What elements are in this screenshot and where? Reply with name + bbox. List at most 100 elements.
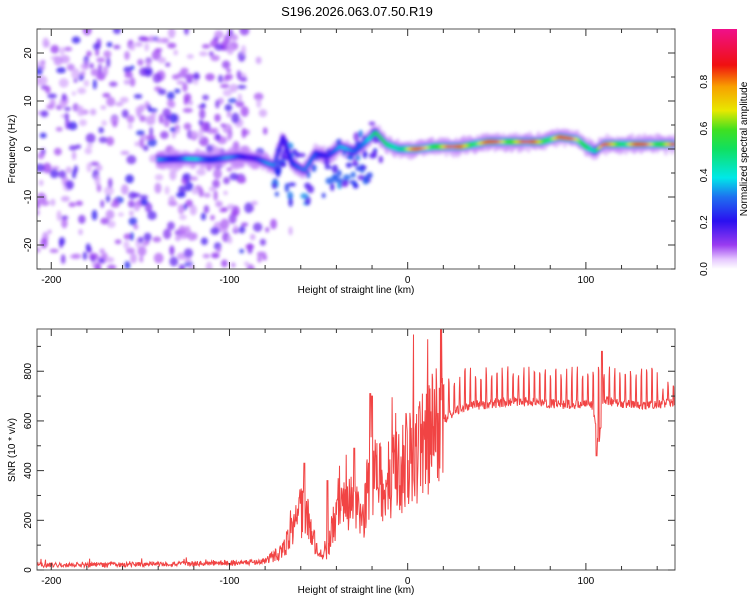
spectrogram-noise-blob xyxy=(37,163,45,173)
spectrogram-ridge-core xyxy=(277,148,281,152)
spectrogram-noise-blob xyxy=(119,96,129,104)
spectrogram-burst xyxy=(345,162,352,168)
spectrogram-noise-blob xyxy=(236,84,247,90)
spectrogram-ridge-core xyxy=(278,144,282,148)
spectrogram-noise-blob xyxy=(106,41,113,48)
spectrogram-noise-blob xyxy=(169,256,179,267)
spectrogram-burst xyxy=(368,121,376,126)
spectrogram-noise-blob xyxy=(101,120,107,127)
spectrogram-noise-blob xyxy=(64,106,71,111)
x-tick-label: -200 xyxy=(41,275,61,286)
spectrogram-noise-blob xyxy=(130,65,135,70)
spectrogram-ridge-core xyxy=(281,136,285,140)
spectrogram-noise-blob xyxy=(229,83,238,93)
spectrogram-noise-blob xyxy=(184,256,192,264)
spectrogram-noise-blob xyxy=(230,262,236,268)
spectrogram-noise-blob xyxy=(82,251,88,261)
spectrogram-noise-blob xyxy=(100,217,110,225)
spectrogram-noise-blob xyxy=(177,204,185,215)
spectrogram-noise-blob xyxy=(171,74,181,80)
spectrogram-noise-blob xyxy=(174,88,181,94)
spectrogram-noise-blob xyxy=(138,138,145,149)
spectrogram-noise-blob xyxy=(65,180,74,190)
spectrogram-noise-blob xyxy=(124,260,131,269)
spectrogram-burst xyxy=(284,182,290,193)
spectrogram-noise-blob xyxy=(221,259,228,268)
spectrogram-noise-blob xyxy=(174,235,181,242)
spectrogram-noise-blob xyxy=(114,239,122,245)
spectrogram-noise-blob xyxy=(44,85,51,94)
spectrogram-noise-blob xyxy=(128,210,134,217)
spectrogram-noise-blob xyxy=(191,130,197,138)
spectrogram-noise-blob xyxy=(193,72,200,80)
spectrogram-noise-blob xyxy=(167,29,176,39)
spectrogram-burst xyxy=(353,132,360,142)
spectrogram-noise-blob xyxy=(256,98,262,108)
spectrogram-noise-blob xyxy=(49,168,59,179)
spectrogram-noise-blob xyxy=(181,178,187,184)
spectrogram-noise-blob xyxy=(120,184,129,195)
spectrogram-noise-blob xyxy=(40,110,49,118)
spectrogram-noise-blob xyxy=(148,35,155,43)
spectrogram-noise-blob xyxy=(165,62,171,67)
spectrogram-noise-blob xyxy=(106,220,116,228)
spectrogram-burst xyxy=(340,182,349,188)
spectrogram-noise-blob xyxy=(210,214,215,221)
spectrogram-noise-blob xyxy=(75,200,83,206)
x-tick-label: 0 xyxy=(405,576,411,587)
spectrogram-noise-blob xyxy=(98,136,108,144)
spectrogram-noise-blob xyxy=(215,200,223,208)
spectrogram-noise-blob xyxy=(113,44,121,50)
y-tick-label: 20 xyxy=(23,47,34,59)
x-tick-label: 0 xyxy=(405,275,411,286)
spectrogram-noise-blob xyxy=(145,59,151,70)
spectrogram-noise-blob xyxy=(203,205,210,214)
spectrogram-noise-blob xyxy=(168,195,176,206)
spectrogram-noise-blob xyxy=(252,222,263,232)
spectrogram-noise-blob xyxy=(88,252,99,261)
snr-marks xyxy=(37,329,675,569)
colorbar-tick-label: 0.6 xyxy=(699,121,710,135)
spectrogram-noise-blob xyxy=(152,236,162,243)
spectrogram-noise-blob xyxy=(226,133,232,141)
spectrogram-burst xyxy=(346,154,354,160)
spectrogram-noise-blob xyxy=(239,248,245,254)
spectrogram-burst xyxy=(378,155,384,164)
spectrogram-ridge-core xyxy=(276,151,280,155)
spectrogram-noise-blob xyxy=(183,248,194,258)
spectrogram-noise-blob xyxy=(227,98,238,104)
spectrogram-noise-blob xyxy=(148,108,158,113)
spectrogram-noise-blob xyxy=(99,248,105,254)
spectrogram-noise-blob xyxy=(265,226,270,233)
spectrogram-noise-blob xyxy=(198,119,204,126)
spectrogram-noise-blob xyxy=(137,236,144,244)
spectrogram-noise-blob xyxy=(270,218,277,230)
spectrogram-noise-blob xyxy=(60,195,70,202)
spectrogram-noise-blob xyxy=(127,123,133,130)
spectrogram-noise-blob xyxy=(65,166,73,174)
spectrogram-noise-blob xyxy=(224,104,233,112)
spectrogram-noise-blob xyxy=(183,122,192,131)
spectrogram-noise-blob xyxy=(60,215,69,220)
spectrogram-noise-blob xyxy=(121,109,129,119)
spectrogram-noise-blob xyxy=(210,54,220,62)
spectrogram-noise-blob xyxy=(154,38,165,44)
spectrogram-noise-blob xyxy=(123,240,130,250)
spectrogram-burst xyxy=(342,174,351,181)
spectrogram-noise-blob xyxy=(97,63,103,74)
spectrogram-noise-blob xyxy=(129,252,138,264)
spectrogram-noise-blob xyxy=(147,210,157,221)
spectrogram-noise-blob xyxy=(90,161,100,167)
spectrogram-noise-blob xyxy=(233,224,239,231)
colorbar-gradient xyxy=(712,29,737,269)
spectrogram-noise-blob xyxy=(134,141,139,147)
spectrogram-noise-blob xyxy=(202,94,210,101)
spectrogram-xlabel: Height of straight line (km) xyxy=(298,285,415,296)
spectrogram-noise-blob xyxy=(85,243,91,252)
spectrogram-noise-blob xyxy=(232,205,240,217)
spectrogram-noise-blob xyxy=(145,135,156,140)
spectrogram-noise-blob xyxy=(176,252,186,260)
spectrogram-burst xyxy=(310,163,317,173)
spectrogram-noise-blob xyxy=(239,77,248,82)
y-tick-label: 400 xyxy=(23,462,34,479)
